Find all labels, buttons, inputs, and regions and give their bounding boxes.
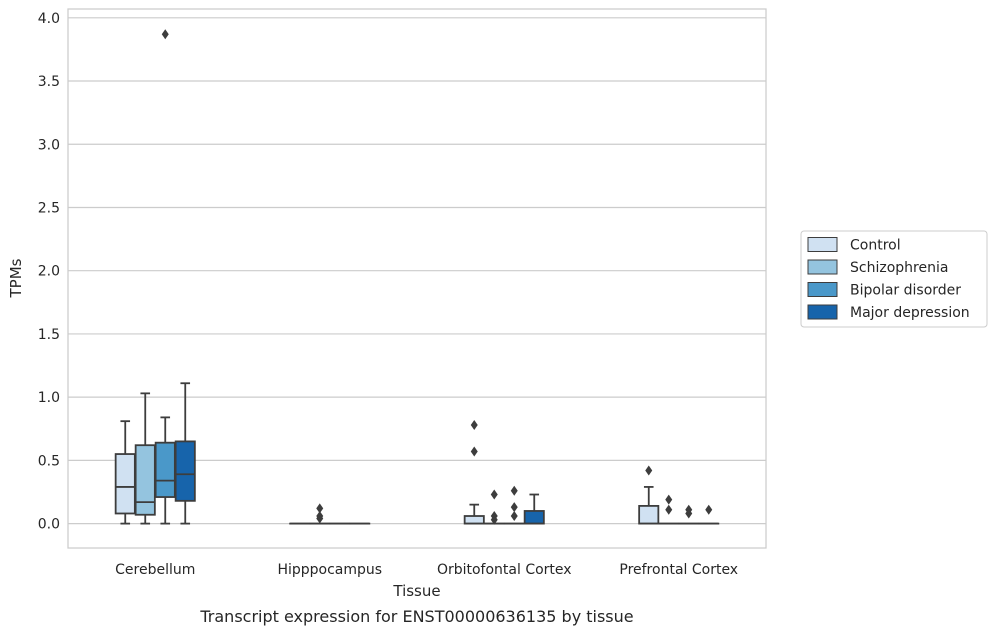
box-body bbox=[523, 510, 545, 525]
x-tick-label: Cerebellum bbox=[115, 562, 195, 578]
chart-caption: Transcript expression for ENST0000063613… bbox=[199, 607, 633, 626]
x-axis-title: Tissue bbox=[392, 582, 440, 600]
box-body bbox=[154, 441, 176, 498]
legend-label: Bipolar disorder bbox=[850, 283, 961, 299]
legend: Control Schizophrenia Bipolar disorder Majo… bbox=[800, 230, 988, 328]
y-tick-label: 3.5 bbox=[38, 74, 60, 90]
outlier-point bbox=[665, 494, 673, 505]
y-tick-label: 4.0 bbox=[38, 11, 60, 27]
legend-label: Control bbox=[850, 238, 901, 254]
y-tick-label: 0.0 bbox=[38, 517, 60, 533]
box-schizophrenia bbox=[309, 503, 331, 525]
box-schizophrenia bbox=[483, 489, 505, 525]
box-schizophrenia bbox=[134, 392, 156, 525]
outlier-point bbox=[161, 29, 169, 40]
y-tick-label: 3.0 bbox=[38, 137, 60, 153]
y-tick-label: 0.5 bbox=[38, 453, 60, 469]
legend-swatch bbox=[807, 282, 838, 297]
y-tick-label: 2.5 bbox=[38, 200, 60, 216]
box-body bbox=[134, 444, 156, 516]
box-body bbox=[463, 515, 485, 525]
y-axis-title: TPMs bbox=[7, 258, 25, 298]
outlier-point bbox=[665, 504, 673, 515]
box-major-depression bbox=[698, 504, 720, 525]
x-tick-label: Orbitofontal Cortex bbox=[437, 562, 572, 578]
outlier-point bbox=[510, 511, 518, 522]
box-control bbox=[463, 419, 485, 525]
legend-swatch bbox=[807, 237, 838, 252]
outlier-point bbox=[470, 446, 478, 457]
outlier-point bbox=[316, 503, 324, 514]
outlier-point bbox=[470, 419, 478, 430]
outlier-point bbox=[490, 489, 498, 500]
outlier-point bbox=[316, 511, 324, 522]
box-major-depression bbox=[174, 382, 196, 525]
box-body bbox=[638, 504, 660, 525]
box-body bbox=[174, 440, 196, 502]
x-tick-labels: Cerebellum Hipppocampus Orbitofontal Corte… bbox=[115, 562, 738, 578]
outlier-point bbox=[705, 504, 713, 515]
y-tick-label: 1.0 bbox=[38, 390, 60, 406]
outlier-point bbox=[510, 502, 518, 513]
box-control bbox=[114, 420, 136, 525]
legend-swatch bbox=[807, 259, 838, 275]
legend-label: Major depression bbox=[850, 305, 970, 321]
box-bipolar-disorder bbox=[503, 485, 525, 525]
boxes bbox=[114, 29, 720, 525]
outlier-point bbox=[685, 504, 693, 515]
outlier-point bbox=[510, 485, 518, 496]
outlier-point bbox=[645, 465, 653, 476]
outlier-point bbox=[490, 511, 498, 522]
legend-swatch bbox=[807, 304, 838, 320]
box-bipolar-disorder bbox=[154, 29, 176, 525]
box-bipolar-disorder bbox=[678, 504, 700, 525]
y-tick-labels: 0.0 0.5 1.0 1.5 2.0 2.5 3.0 3.5 4.0 bbox=[38, 11, 60, 533]
legend-label: Schizophrenia bbox=[850, 260, 948, 276]
y-tick-label: 2.0 bbox=[38, 264, 60, 280]
x-tick-label: Hipppocampus bbox=[277, 562, 382, 578]
plot-frame bbox=[67, 8, 767, 549]
box-body bbox=[114, 453, 136, 515]
box-schizophrenia bbox=[658, 494, 680, 525]
y-tick-label: 1.5 bbox=[38, 327, 60, 343]
box-major-depression bbox=[523, 493, 545, 525]
x-tick-label: Prefrontal Cortex bbox=[619, 562, 738, 578]
legend-frame bbox=[800, 230, 988, 328]
box-control bbox=[638, 465, 660, 525]
